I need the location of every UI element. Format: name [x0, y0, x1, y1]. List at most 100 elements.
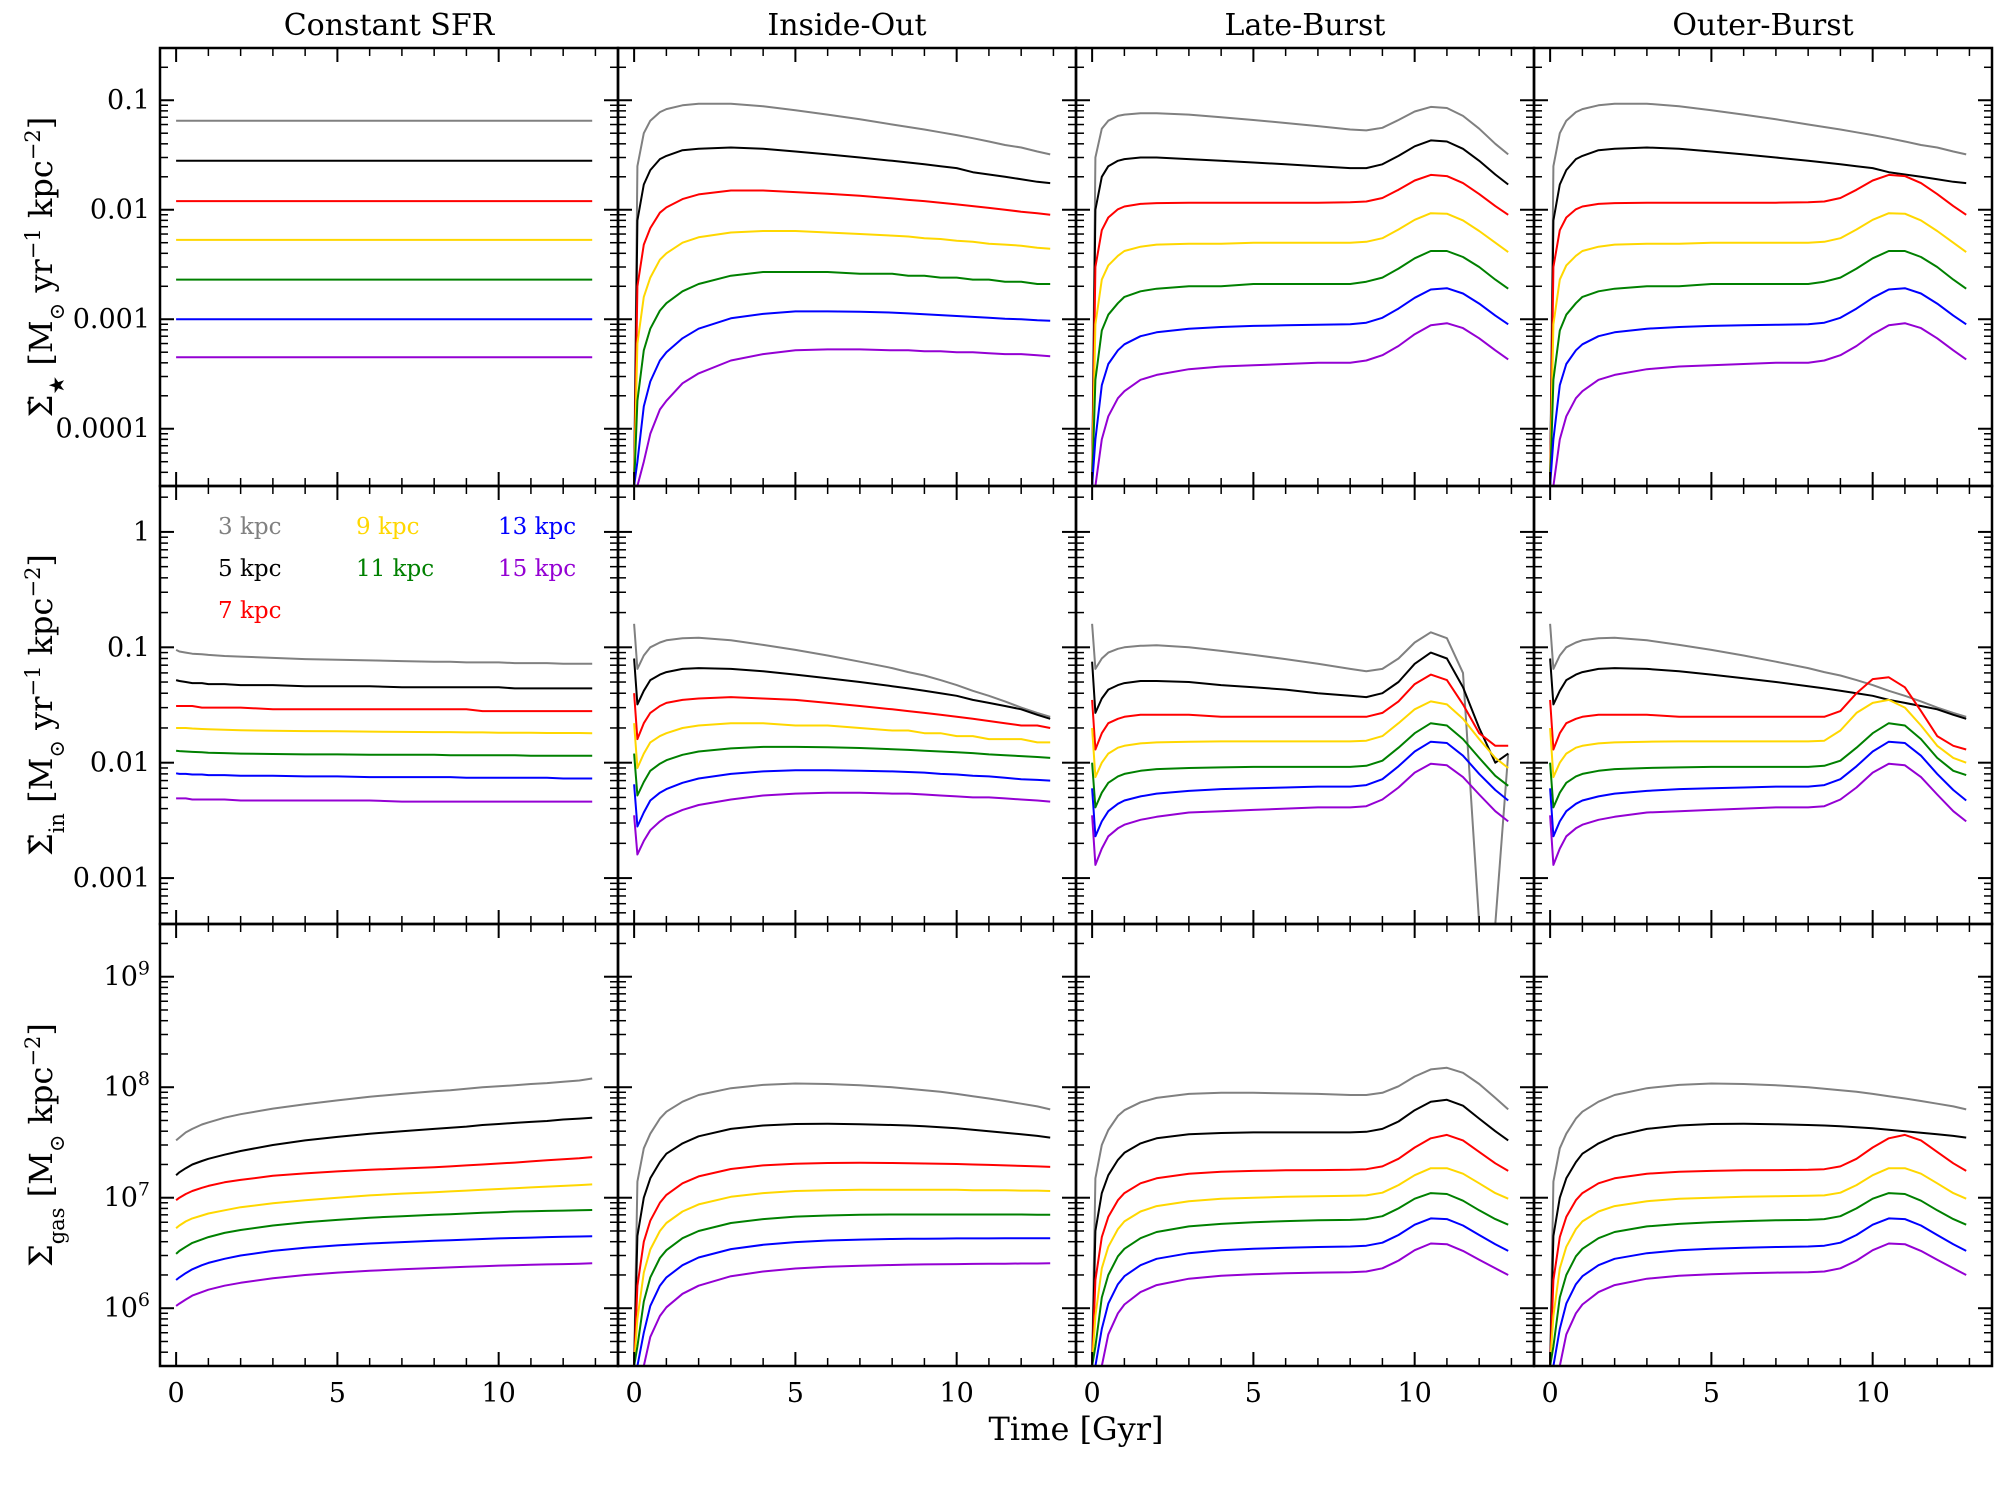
x-tick-label: 0	[1542, 1378, 1559, 1409]
series-line-13-kpc	[175, 1235, 593, 1281]
series-line-15-kpc	[175, 1262, 593, 1307]
series-line-3-kpc	[1091, 1066, 1509, 1366]
x-tick-label: 10	[1397, 1378, 1431, 1409]
series-line-15-kpc	[1091, 762, 1509, 866]
y-tick-label: 0.1	[107, 85, 150, 116]
column-title: Constant SFR	[284, 8, 496, 43]
x-tick-label: 0	[168, 1378, 185, 1409]
legend-entry: 7 kpc	[218, 598, 282, 624]
series-line-9-kpc	[175, 1183, 593, 1229]
panel-frame	[1074, 922, 1536, 1368]
series-line-5-kpc	[1091, 1098, 1509, 1366]
y-tick-label: 106	[104, 1289, 150, 1324]
series-line-9-kpc	[1549, 212, 1967, 486]
legend-entry: 9 kpc	[356, 514, 420, 540]
series-line-9-kpc	[176, 727, 593, 735]
series-line-15-kpc	[176, 797, 593, 803]
panel-1-0-lines	[175, 649, 593, 803]
series-line-7-kpc	[633, 693, 1051, 741]
series-line-11-kpc	[1091, 250, 1509, 486]
y-tick-label: 0.01	[90, 195, 150, 226]
series-line-15-kpc	[634, 348, 1051, 486]
panel-frame	[616, 922, 1078, 1368]
panel-1-2-lines	[1091, 623, 1510, 924]
series-line-7-kpc	[1549, 1133, 1967, 1366]
series-line-13-kpc	[1550, 1217, 1967, 1366]
series-line-5-kpc	[1549, 146, 1967, 486]
panel-frame	[616, 46, 1078, 488]
series-line-7-kpc	[176, 705, 593, 713]
series-line-7-kpc	[1091, 1133, 1509, 1366]
series-line-5-kpc	[1091, 139, 1509, 486]
panel-frame	[158, 46, 620, 488]
series-line-13-kpc	[1092, 1217, 1509, 1366]
legend-entry: 15 kpc	[498, 556, 576, 582]
series-line-3-kpc	[1549, 1082, 1967, 1366]
series-line-5-kpc	[175, 1116, 593, 1176]
series-line-11-kpc	[1549, 722, 1967, 809]
series-line-7-kpc	[633, 1161, 1051, 1366]
legend-entry: 5 kpc	[218, 556, 282, 582]
series-line-9-kpc	[1549, 698, 1967, 779]
panel-1-1-lines	[633, 623, 1051, 856]
x-tick-label: 10	[1855, 1378, 1889, 1409]
y-tick-label: 0.1	[107, 632, 150, 663]
series-line-13-kpc	[1091, 740, 1509, 838]
series-line-7-kpc	[1091, 673, 1509, 751]
series-line-13-kpc	[1549, 287, 1967, 486]
series-line-9-kpc	[1549, 1167, 1967, 1366]
legend-entry: 3 kpc	[218, 514, 282, 540]
row-ylabel: Σ̇★ [M⊙ yr−1 kpc−2]	[21, 117, 69, 417]
series-line-13-kpc	[633, 310, 1051, 486]
series-line-11-kpc	[175, 749, 593, 757]
series-line-7-kpc	[633, 189, 1051, 486]
series-line-7-kpc	[1549, 676, 1967, 751]
series-line-15-kpc	[1550, 322, 1967, 486]
column-title: Inside-Out	[767, 8, 926, 43]
series-line-5-kpc	[1549, 1122, 1967, 1366]
series-line-7-kpc	[175, 1156, 593, 1201]
series-line-13-kpc	[1549, 740, 1967, 838]
series-line-3-kpc	[1091, 623, 1510, 924]
x-tick-label: 5	[329, 1378, 346, 1409]
legend-entry: 13 kpc	[498, 514, 576, 540]
series-line-11-kpc	[633, 745, 1051, 797]
series-line-13-kpc	[1091, 287, 1509, 486]
series-line-3-kpc	[1549, 623, 1967, 718]
series-line-5-kpc	[633, 1122, 1051, 1366]
series-line-15-kpc	[1550, 1242, 1967, 1366]
series-line-3-kpc	[633, 1082, 1051, 1366]
panel-0-2-lines	[1091, 105, 1509, 486]
panel-0-1-lines	[633, 102, 1051, 486]
panel-2-1-lines	[633, 1082, 1051, 1366]
series-line-3-kpc	[1549, 102, 1967, 486]
column-title: Outer-Burst	[1672, 8, 1853, 43]
series-line-11-kpc	[633, 271, 1051, 486]
panel-2-0-lines	[175, 1077, 593, 1307]
series-line-5-kpc	[175, 679, 593, 690]
series-line-3-kpc	[1091, 105, 1509, 486]
y-tick-label: 108	[104, 1068, 150, 1103]
panel-0-3-lines	[1549, 102, 1967, 486]
y-tick-label: 0.001	[73, 863, 150, 894]
x-tick-label: 5	[1703, 1378, 1720, 1409]
legend-entry: 11 kpc	[356, 556, 434, 582]
panel-2-2-lines	[1091, 1066, 1509, 1366]
panel-2-3-lines	[1549, 1082, 1967, 1366]
series-line-11-kpc	[1549, 250, 1967, 486]
series-line-5-kpc	[633, 658, 1051, 720]
y-tick-label: 109	[104, 958, 150, 993]
y-tick-label: 1	[133, 517, 150, 548]
series-line-9-kpc	[1091, 700, 1509, 779]
series-line-9-kpc	[1091, 212, 1509, 486]
series-line-3-kpc	[175, 1077, 593, 1142]
panel-frame	[158, 922, 620, 1368]
series-line-11-kpc	[1091, 1192, 1509, 1366]
panel-frame	[1532, 46, 1994, 488]
series-line-11-kpc	[633, 1213, 1051, 1366]
panel-frame	[158, 484, 620, 926]
series-line-11-kpc	[175, 1209, 593, 1255]
row-ylabel: Σgas [M⊙ kpc−2]	[21, 1023, 69, 1267]
series-line-3-kpc	[633, 623, 1051, 718]
